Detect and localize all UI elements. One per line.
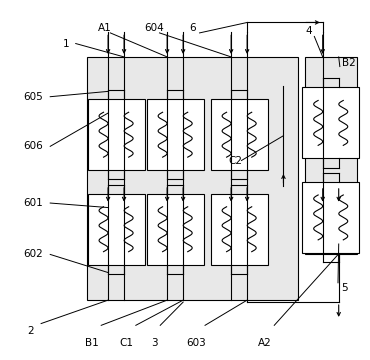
Bar: [87, 57, 298, 300]
Text: B2: B2: [342, 58, 356, 68]
Text: A1: A1: [98, 23, 112, 33]
Text: 2: 2: [27, 326, 34, 336]
Text: 4: 4: [306, 26, 312, 36]
Text: 604: 604: [144, 23, 164, 33]
Bar: [305, 57, 357, 254]
Bar: [302, 87, 359, 158]
Text: C1: C1: [120, 338, 134, 348]
Text: 1: 1: [63, 39, 70, 49]
Text: 605: 605: [23, 92, 43, 102]
Bar: [88, 194, 145, 265]
Text: C2: C2: [229, 156, 243, 166]
Bar: [88, 99, 145, 170]
Text: 5: 5: [342, 283, 348, 293]
Bar: [211, 99, 268, 170]
Text: 603: 603: [186, 338, 206, 348]
Text: 606: 606: [23, 141, 43, 151]
Text: 6: 6: [189, 23, 196, 33]
Text: B1: B1: [85, 338, 99, 348]
Bar: [302, 182, 359, 253]
Bar: [147, 194, 204, 265]
Text: 3: 3: [151, 338, 157, 348]
Text: 601: 601: [23, 198, 43, 208]
Bar: [147, 99, 204, 170]
Text: A2: A2: [258, 338, 272, 348]
Bar: [211, 194, 268, 265]
Text: 602: 602: [23, 249, 43, 260]
